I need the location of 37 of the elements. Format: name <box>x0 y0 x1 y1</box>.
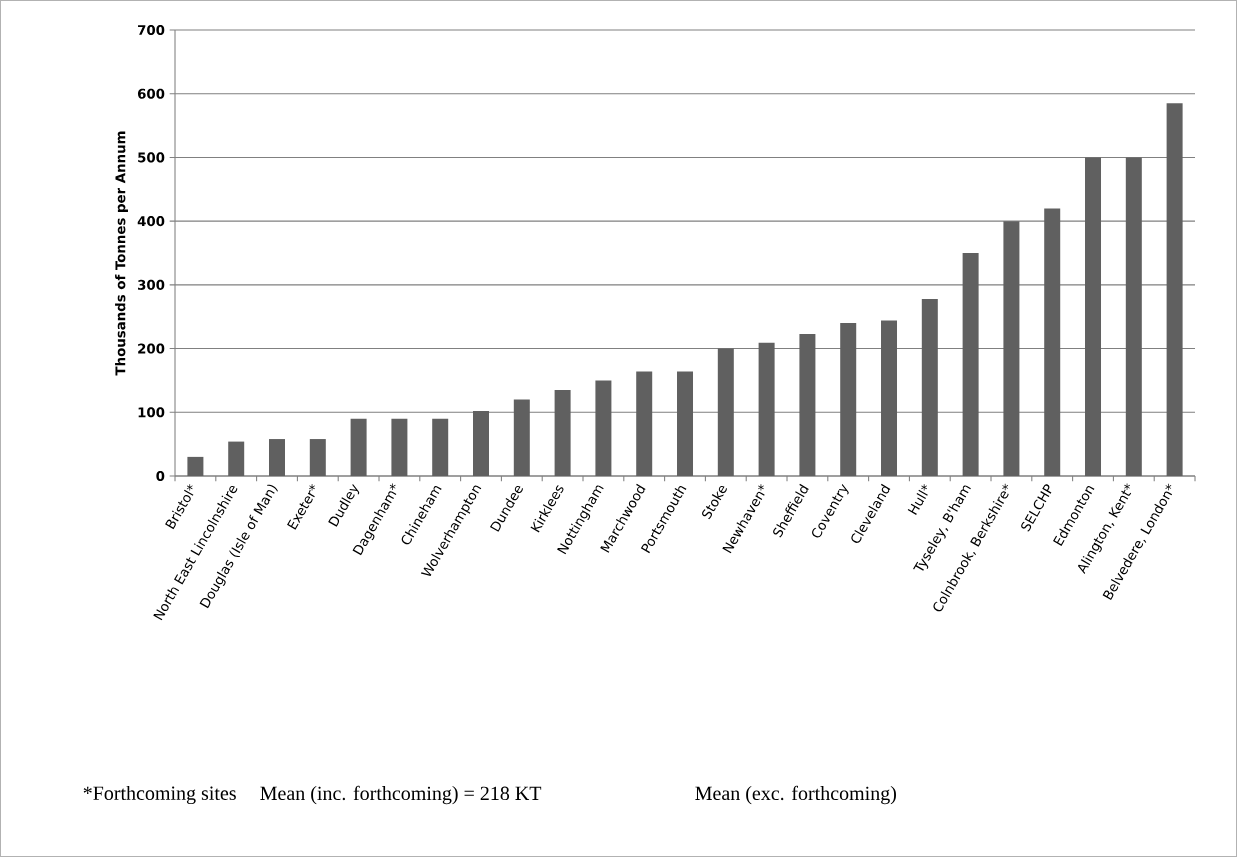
bar <box>1166 103 1183 476</box>
bar <box>636 371 653 476</box>
bar <box>309 439 326 476</box>
bar <box>799 333 816 476</box>
bar <box>881 320 898 476</box>
y-tick-label: 700 <box>138 24 165 36</box>
bar <box>391 418 408 476</box>
bar <box>432 418 449 476</box>
bar <box>840 323 857 476</box>
bar <box>962 253 979 476</box>
y-tick-label: 600 <box>137 88 165 99</box>
bar <box>1125 157 1142 476</box>
text: Mean (inc. forthcoming) = 218 KT <box>260 785 542 805</box>
bar <box>1085 157 1102 476</box>
y-tick-label: 100 <box>138 407 165 418</box>
y-axis-title: Thousands of Tonnes per Annum <box>115 131 128 376</box>
bar <box>1003 221 1020 476</box>
bar <box>921 298 938 476</box>
bar <box>187 456 204 476</box>
bar <box>1044 208 1061 476</box>
y-tick-label: 500 <box>138 152 165 163</box>
bar <box>554 389 571 476</box>
y-tick-label: 400 <box>137 216 165 227</box>
bar <box>758 342 775 476</box>
y-tick-label: 0 <box>156 470 165 482</box>
bar <box>269 439 286 476</box>
y-tick-label: 200 <box>138 343 165 354</box>
bar <box>350 418 367 476</box>
bar <box>677 371 694 476</box>
text: Mean (exc. forthcoming) <box>695 785 896 805</box>
bar <box>228 441 245 476</box>
y-tick-label: 300 <box>138 279 165 290</box>
text: *Forthcoming sites <box>83 785 236 805</box>
bar <box>513 399 530 476</box>
bar <box>473 411 490 476</box>
bar <box>595 380 612 476</box>
bar <box>717 348 734 476</box>
